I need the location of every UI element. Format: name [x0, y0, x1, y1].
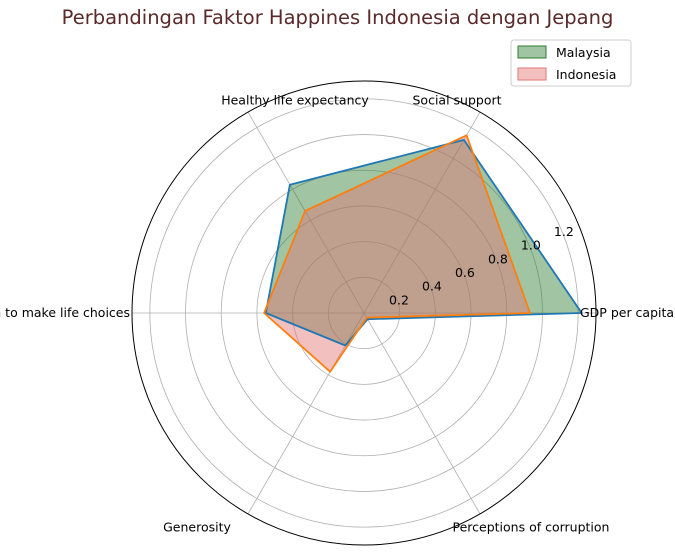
polar-frame — [131, 80, 597, 546]
legend: Malaysia Indonesia — [510, 39, 632, 87]
r-tick-label-0: 0.2 — [389, 292, 409, 307]
spoke-1 — [363, 111, 481, 314]
r-tick-label-3: 0.8 — [488, 251, 508, 266]
legend-swatch-malaysia — [517, 45, 547, 59]
legend-label-malaysia: Malaysia — [556, 45, 611, 60]
r-tick-label-4: 1.0 — [521, 238, 541, 253]
chart-title: Perbandingan Faktor Happines Indonesia d… — [61, 6, 614, 29]
category-label-5: Perceptions of corruption — [453, 520, 610, 535]
legend-frame — [510, 39, 632, 87]
series-layer — [263, 134, 583, 373]
spoke-5 — [363, 312, 481, 515]
legend-label-indonesia: Indonesia — [556, 67, 616, 82]
label-layer: 0.2 0.4 0.6 0.8 1.0 1.2 GDP per capita Social s… — [0, 92, 674, 534]
series-fill-indonesia — [264, 135, 530, 372]
series-line-indonesia — [263, 134, 531, 373]
series-line-malaysia — [264, 138, 583, 347]
category-label-2: Healthy life expectancy — [221, 92, 369, 107]
legend-swatch-indonesia — [517, 67, 547, 81]
category-label-4: Generosity — [163, 520, 231, 535]
r-tick-label-5: 1.2 — [554, 224, 574, 239]
spoke-2 — [247, 111, 365, 314]
category-label-0: GDP per capita — [580, 305, 674, 320]
grid — [131, 80, 597, 546]
spoke-4 — [247, 312, 365, 515]
r-tick-label-2: 0.6 — [455, 265, 475, 280]
category-label-3: Freedom to make life choices — [0, 305, 130, 320]
r-tick-label-1: 0.4 — [422, 279, 442, 294]
series-fill-malaysia — [265, 139, 582, 346]
category-label-1: Social support — [412, 92, 501, 107]
